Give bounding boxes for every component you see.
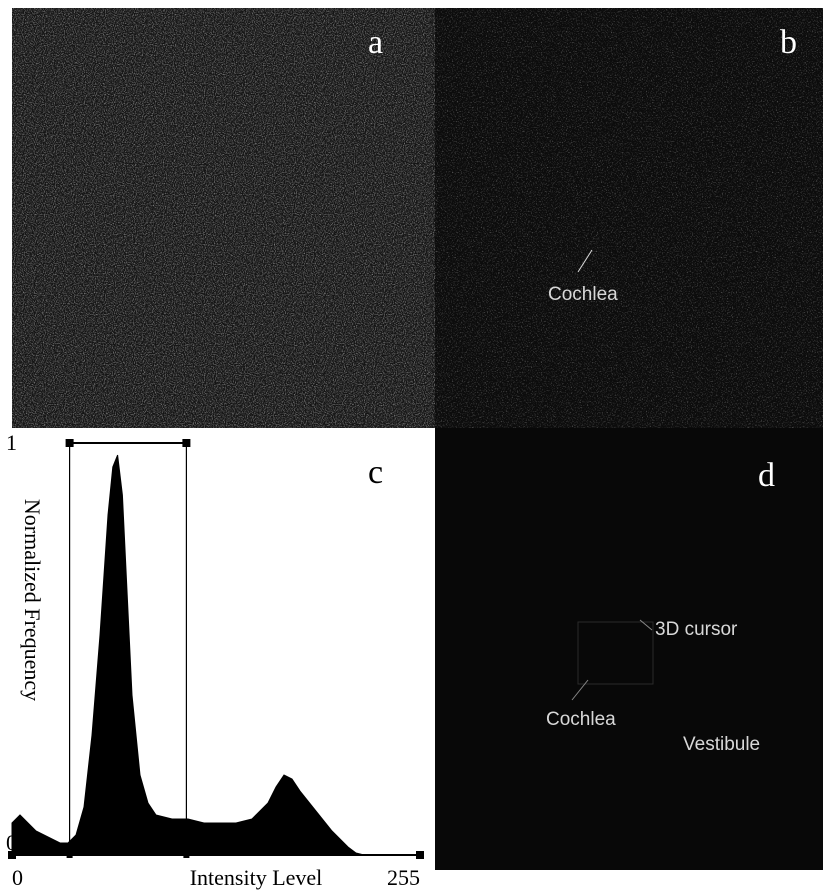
histogram-panel: c Intensity Level Normalized Frequency 0… bbox=[6, 430, 424, 890]
annotation: Cochlea bbox=[546, 709, 616, 730]
selection-handle bbox=[183, 852, 190, 858]
arrow bbox=[577, 249, 593, 273]
x-tick bbox=[416, 851, 424, 859]
panel-d-image bbox=[435, 428, 823, 870]
x-tick-label: 0 bbox=[12, 865, 23, 890]
panel-label: d bbox=[758, 457, 775, 494]
y-tick-label: 1 bbox=[6, 430, 17, 455]
panel-b-texture bbox=[435, 8, 823, 428]
histogram-area bbox=[11, 454, 420, 856]
arrow bbox=[571, 679, 589, 701]
x-tick bbox=[8, 851, 16, 859]
x-axis-label: Intensity Level bbox=[190, 865, 323, 890]
annotation: 3D cursor bbox=[655, 619, 738, 640]
y-axis-label: Normalized Frequency bbox=[20, 499, 45, 701]
selection-handle bbox=[66, 852, 73, 858]
panel-a-texture bbox=[12, 8, 435, 428]
x-tick-label: 255 bbox=[387, 865, 420, 890]
arrow bbox=[639, 619, 653, 631]
annotation: Vestibule bbox=[683, 734, 760, 755]
annotation: Cochlea bbox=[548, 284, 618, 305]
y-tick-label: 0 bbox=[6, 830, 17, 855]
chart-title: c bbox=[368, 454, 383, 491]
panel-label: b bbox=[780, 24, 797, 61]
cursor-box bbox=[577, 621, 654, 685]
panel-label: a bbox=[368, 24, 383, 61]
